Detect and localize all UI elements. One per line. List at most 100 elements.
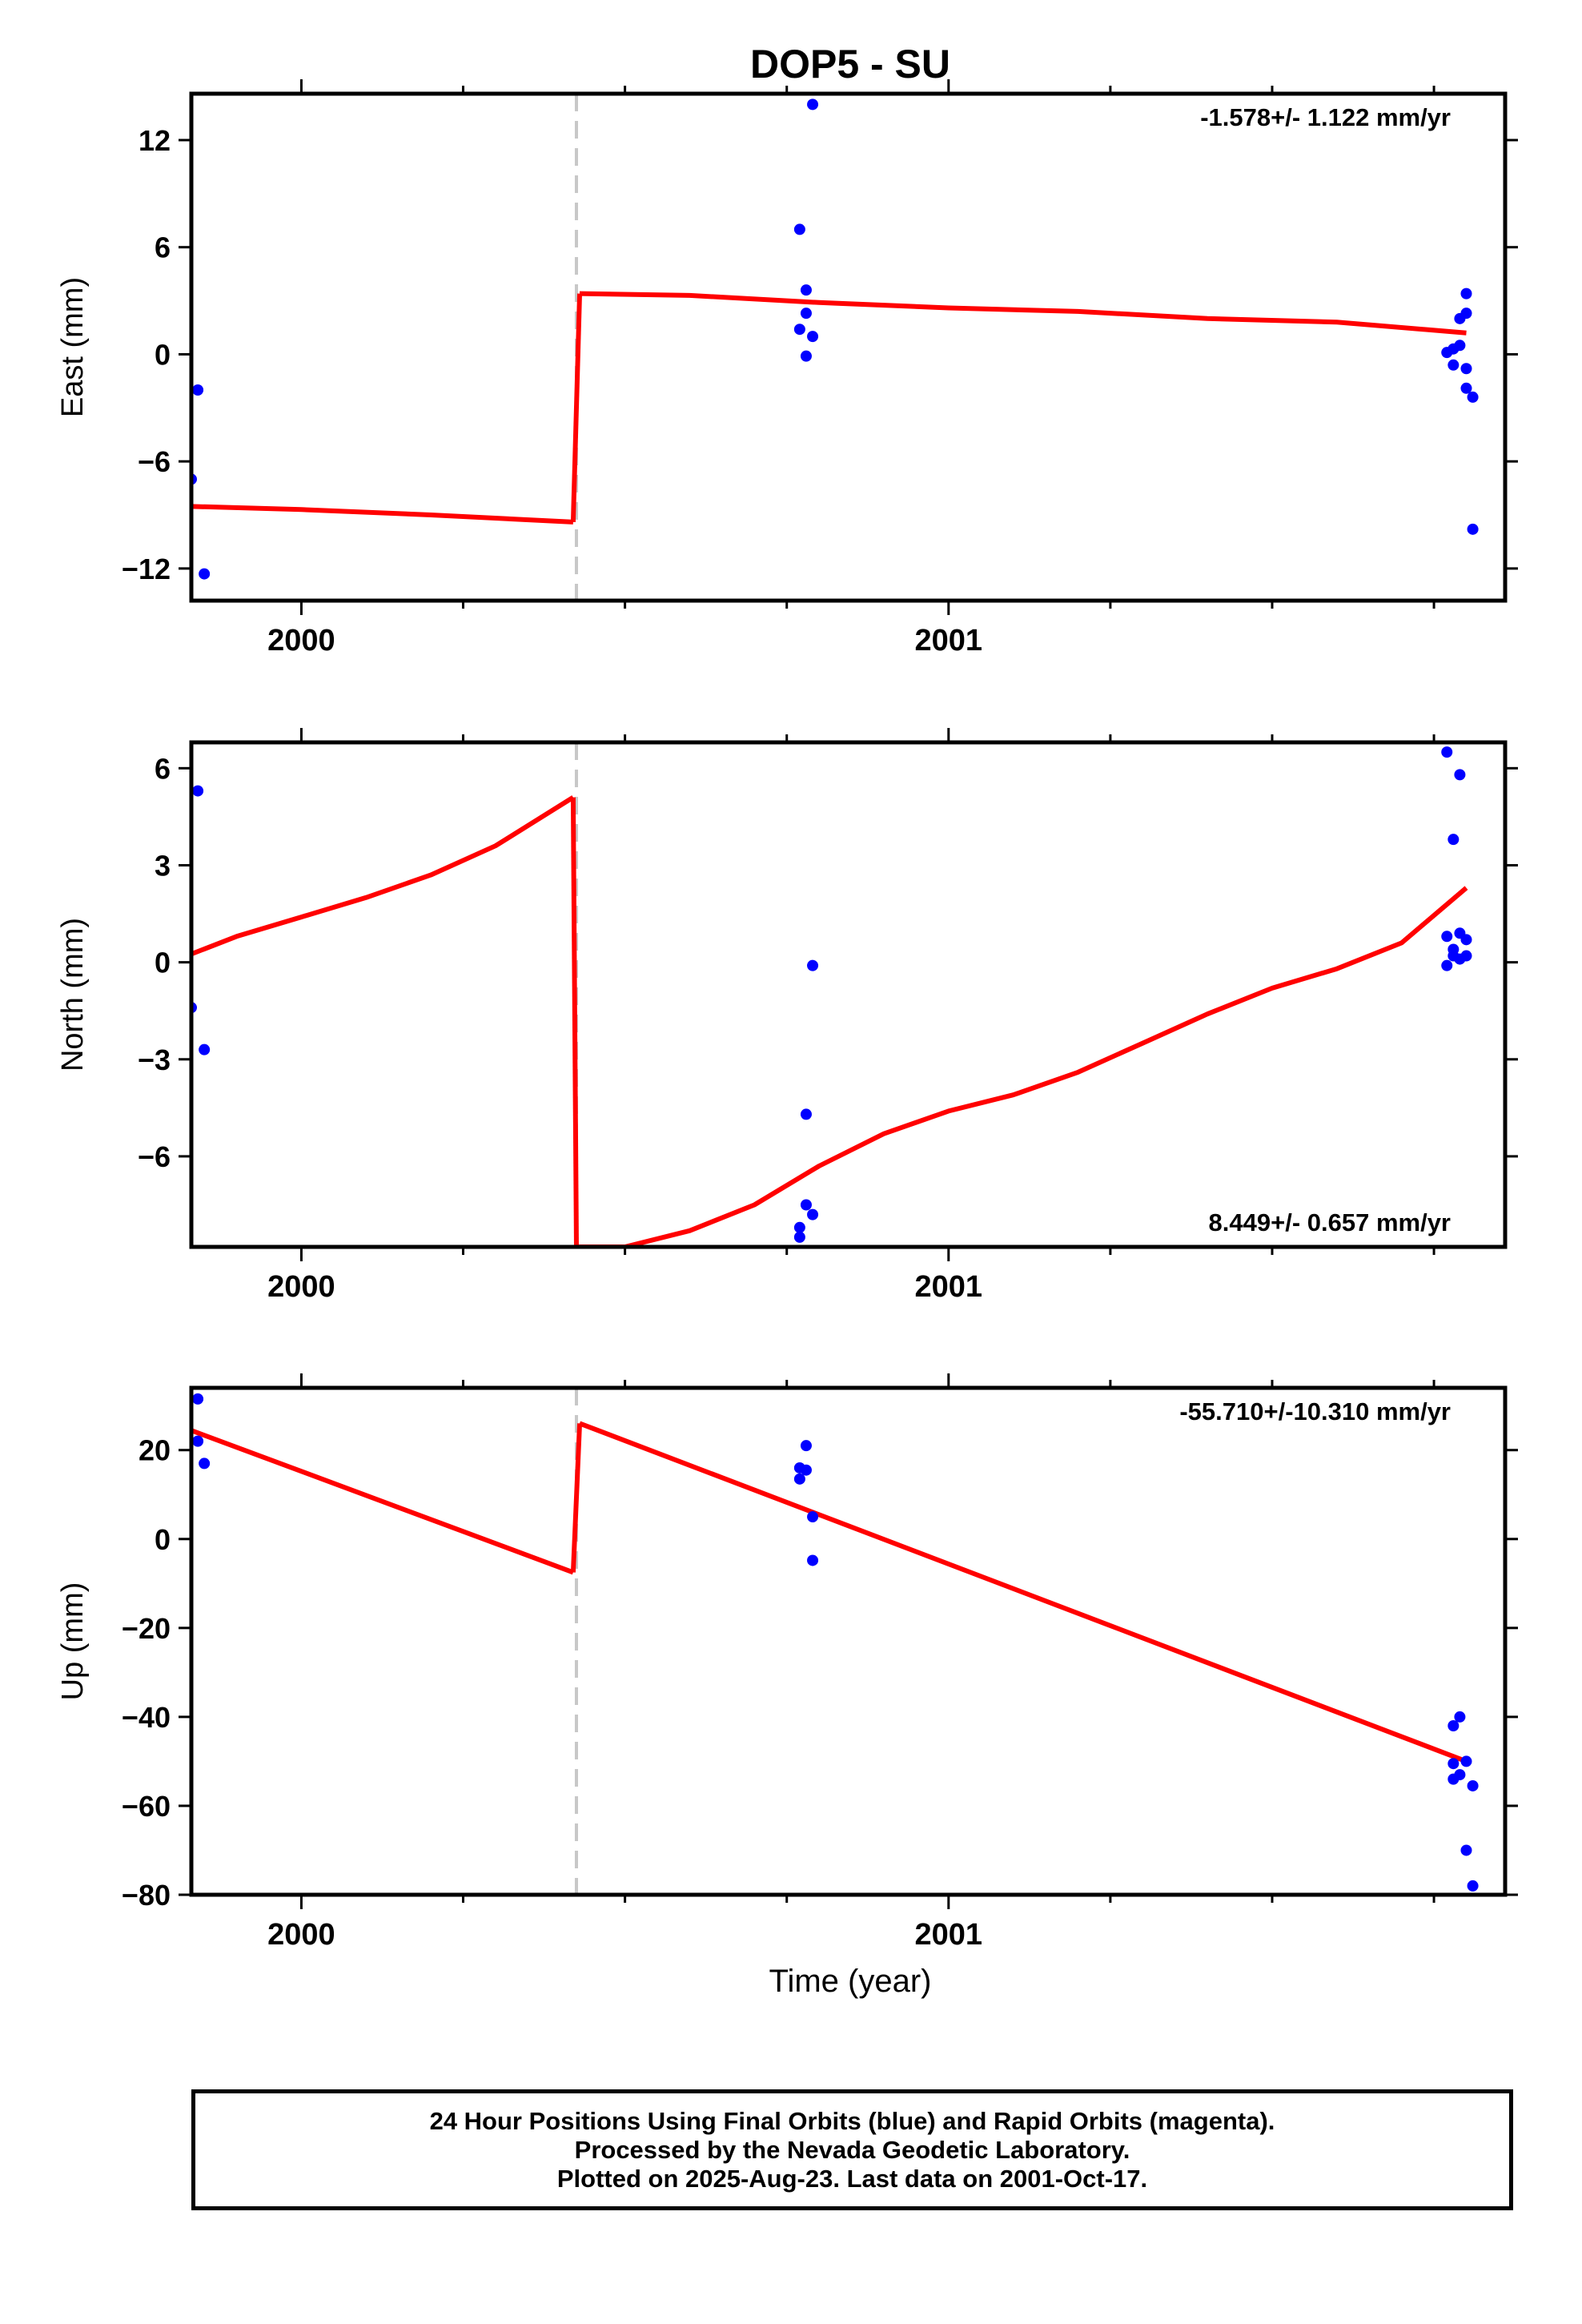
up-y-tick-label: −60	[122, 1790, 171, 1823]
north-y-tick-label: −3	[138, 1043, 171, 1076]
east-x-tick-label: 2001	[915, 624, 983, 657]
east-data-point	[1460, 308, 1472, 320]
up-data-point	[1467, 1779, 1479, 1791]
up-data-point	[793, 1473, 805, 1485]
east-data-point	[179, 527, 191, 538]
north-y-tick-label: 6	[155, 752, 171, 785]
up-frame	[189, 1385, 1508, 1897]
footer-line-2: Processed by the Nevada Geodetic Laborat…	[574, 2135, 1130, 2164]
north-data-point	[1447, 834, 1460, 846]
up-plot-area	[173, 1388, 1479, 1895]
east-x-tick-label: 2000	[267, 624, 335, 657]
east-data-point	[1467, 391, 1479, 403]
east-data-point	[1454, 340, 1466, 352]
north-data-point	[793, 1231, 805, 1243]
east-frame	[189, 91, 1508, 603]
up-y-tick-label: −40	[122, 1701, 171, 1734]
up-data-point	[192, 1393, 204, 1405]
north-data-point	[800, 1108, 812, 1120]
east-model-line-1	[579, 291, 1467, 336]
up-x-tick-label: 2001	[915, 1918, 983, 1952]
east-data-point	[800, 308, 812, 320]
north-data-point	[1454, 769, 1466, 781]
east-y-tick-label: 6	[155, 231, 171, 264]
east-y-tick-label: −6	[138, 445, 171, 478]
north-data-point	[800, 1199, 812, 1211]
panel-up: 20 0 −20 −40 −60 −80 2000 2001 Up (mm) -55.710+/-…	[56, 1373, 1518, 1952]
east-data-point	[793, 223, 805, 235]
panel-north: 6 3 0 −3 −6 2000 2001 North (mm) 8.449+/- 0.657 …	[56, 728, 1518, 1304]
east-data-point	[1460, 363, 1472, 375]
north-data-point	[807, 1208, 819, 1220]
footer-line-3: Plotted on 2025-Aug-23. Last data on 200…	[556, 2164, 1148, 2193]
east-y-tick-label: 0	[155, 338, 171, 371]
north-y-tick-label: 0	[155, 947, 171, 979]
east-data-point	[1467, 523, 1479, 535]
up-data-point	[1460, 1755, 1472, 1767]
north-data-point	[173, 827, 184, 838]
north-data-point	[192, 785, 204, 797]
north-data-point	[807, 959, 819, 971]
footer-box: 24 Hour Positions Using Final Orbits (bl…	[191, 2089, 1513, 2210]
up-model-line-0	[191, 1428, 574, 1575]
north-data-point	[1460, 950, 1472, 962]
north-data-point	[793, 1221, 805, 1233]
east-data-point	[173, 581, 184, 592]
up-data-point	[199, 1458, 211, 1470]
north-data-point	[1441, 959, 1453, 971]
east-y-tick-label: 12	[139, 124, 171, 157]
east-data-point	[807, 99, 819, 111]
up-data-point	[1447, 1773, 1460, 1785]
up-rate-annotation: -55.710+/-10.310 mm/yr	[1179, 1397, 1451, 1425]
north-data-point	[173, 992, 184, 1003]
up-y-axis-label: Up (mm)	[56, 1582, 90, 1701]
panel-east: 12 6 0 −6 −12 2000 2001 East (mm) -1.578+/- 1.12…	[56, 79, 1518, 657]
up-data-point	[807, 1554, 819, 1566]
north-data-point	[199, 1043, 211, 1055]
north-data-point	[1460, 934, 1472, 946]
up-model-line-1	[578, 1421, 1468, 1764]
east-data-point	[800, 350, 812, 362]
up-x-tick-label: 2000	[267, 1918, 335, 1952]
east-y-axis-label: East (mm)	[56, 277, 90, 417]
up-y-tick-label: −80	[122, 1879, 171, 1912]
north-data-point	[1441, 746, 1453, 758]
east-data-point	[800, 284, 812, 296]
north-y-tick-label: 3	[155, 849, 171, 882]
north-y-axis-label: North (mm)	[56, 918, 90, 1072]
up-data-point	[1447, 1720, 1460, 1731]
up-data-point	[1454, 1711, 1466, 1723]
east-data-point	[199, 568, 211, 580]
north-y-tick-label: −6	[138, 1140, 171, 1173]
up-data-point	[1447, 1758, 1460, 1770]
east-rate-annotation: -1.578+/- 1.122 mm/yr	[1200, 103, 1451, 131]
north-model-jump-0	[570, 797, 579, 1247]
up-data-point	[1467, 1880, 1479, 1892]
up-y-tick-label: −20	[122, 1612, 171, 1645]
up-data-point	[1460, 1844, 1472, 1856]
east-model-jump-0	[570, 293, 583, 523]
up-data-point	[800, 1440, 812, 1452]
up-data-point	[800, 1464, 812, 1476]
up-data-point	[192, 1435, 204, 1447]
east-data-point	[173, 425, 184, 436]
north-data-point	[173, 1031, 184, 1043]
north-frame	[189, 740, 1508, 1249]
up-data-point	[807, 1511, 819, 1523]
up-y-tick-label: 0	[155, 1523, 171, 1556]
up-model-jump-0	[570, 1423, 583, 1573]
east-data-point	[1447, 359, 1460, 371]
north-x-tick-label: 2000	[267, 1270, 335, 1304]
east-data-point	[1460, 287, 1472, 300]
east-plot-area	[173, 94, 1479, 601]
east-y-tick-label: −12	[122, 553, 171, 585]
east-data-point	[192, 384, 204, 396]
north-rate-annotation: 8.449+/- 0.657 mm/yr	[1209, 1208, 1451, 1236]
east-model-line-0	[191, 504, 574, 525]
north-data-point	[1441, 931, 1453, 943]
up-y-tick-label: 20	[139, 1434, 171, 1467]
x-axis-label: Time (year)	[769, 1964, 932, 1999]
up-data-point	[173, 1451, 184, 1462]
east-data-point	[793, 324, 805, 336]
